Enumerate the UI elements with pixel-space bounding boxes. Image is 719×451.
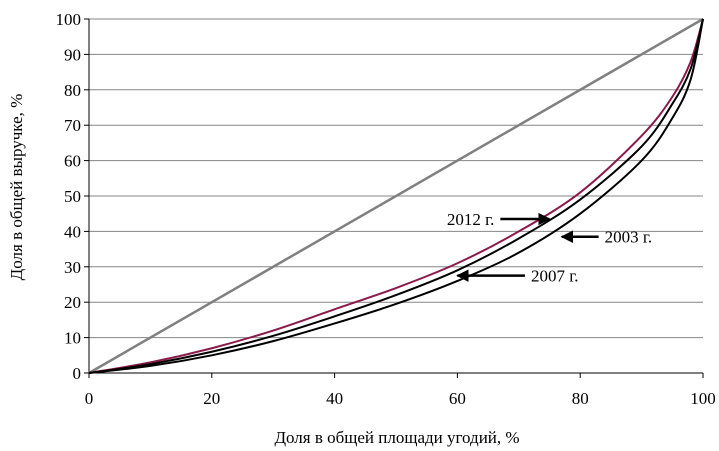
y-axis-title: Доля в общей выручке, % bbox=[7, 94, 26, 281]
y-tick-label: 50 bbox=[64, 187, 81, 206]
x-tick-labels: 0 20 40 60 80 100 bbox=[85, 389, 716, 408]
gridlines bbox=[89, 18, 703, 339]
y-tick-label: 40 bbox=[64, 222, 81, 241]
x-tick-label: 20 bbox=[203, 389, 220, 408]
equality-diagonal-line bbox=[88, 17, 704, 375]
x-tick-label: 40 bbox=[326, 389, 343, 408]
y-tick-label: 30 bbox=[64, 258, 81, 277]
axes bbox=[84, 18, 704, 378]
series-line-2012 bbox=[88, 18, 704, 374]
y-tick-label: 100 bbox=[56, 10, 82, 29]
annotation-label: 2012 г. bbox=[447, 210, 495, 229]
y-tick-label: 10 bbox=[64, 329, 81, 348]
annotations: 2012 г. 2003 г. 2007 г. bbox=[447, 210, 652, 286]
y-tick-label: 20 bbox=[64, 293, 81, 312]
y-tick-label: 0 bbox=[73, 364, 82, 383]
x-tick-label: 60 bbox=[449, 389, 466, 408]
y-tick-label: 70 bbox=[64, 116, 81, 135]
x-tick-label: 0 bbox=[85, 389, 94, 408]
annotation-label: 2007 г. bbox=[531, 267, 579, 286]
y-tick-labels: 0 10 20 30 40 50 60 70 80 90 100 bbox=[56, 10, 82, 383]
annotation-label: 2003 г. bbox=[605, 228, 653, 247]
y-tick-label: 80 bbox=[64, 81, 81, 100]
y-tick-label: 60 bbox=[64, 152, 81, 171]
x-axis-title: Доля в общей площади угодий, % bbox=[274, 428, 519, 447]
y-tick-label: 90 bbox=[64, 45, 81, 64]
x-tick-label: 100 bbox=[690, 389, 716, 408]
x-tick-label: 80 bbox=[572, 389, 589, 408]
